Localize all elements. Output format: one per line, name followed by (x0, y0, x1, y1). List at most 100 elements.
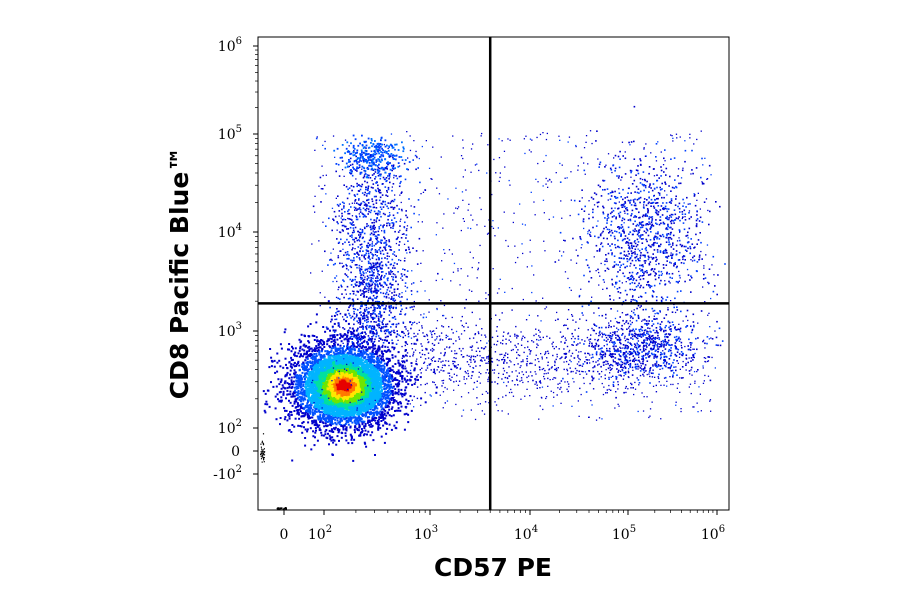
event-dot (321, 343, 324, 346)
event-dot (359, 320, 362, 323)
event-dot (370, 346, 373, 349)
event-dot (351, 421, 354, 424)
event-dot (383, 412, 386, 415)
event-dot (307, 377, 309, 380)
event-dot (358, 424, 361, 427)
event-dot (380, 360, 383, 363)
event-dot (343, 350, 346, 353)
event-dot (349, 347, 352, 350)
event-dot (305, 353, 308, 356)
event-dot (287, 414, 290, 416)
event-dot (305, 410, 307, 413)
event-dot (377, 425, 380, 428)
event-dot (323, 425, 326, 428)
event-dot (303, 368, 306, 371)
event-dot (311, 408, 314, 411)
event-dot (286, 393, 289, 396)
event-dot (321, 414, 324, 417)
event-dot (385, 350, 388, 353)
event-dot (318, 353, 321, 356)
event-dot (328, 429, 331, 432)
event-dot (380, 380, 383, 383)
event-dot (295, 387, 298, 390)
event-dot (389, 359, 391, 362)
event-dot (372, 360, 375, 363)
event-dot (339, 419, 342, 422)
event-dot (301, 355, 304, 358)
event-dot (336, 354, 339, 357)
event-dot (404, 392, 407, 395)
event-dot (309, 364, 312, 367)
event-dot (283, 387, 286, 390)
event-dot (401, 393, 404, 395)
event-dot (321, 421, 324, 424)
event-dot (293, 372, 295, 375)
event-dot (370, 360, 373, 362)
event-dot (387, 412, 389, 415)
event-dot (266, 389, 269, 392)
event-dot (356, 427, 359, 430)
event-dot (349, 426, 352, 429)
event-dot (363, 420, 366, 423)
event-dot (369, 355, 372, 358)
event-dot (410, 362, 413, 365)
event-dot (394, 377, 397, 380)
event-dot (302, 381, 305, 383)
event-dot (294, 354, 296, 357)
event-dot (349, 416, 352, 419)
event-dot (420, 397, 423, 400)
event-dot (299, 392, 302, 395)
event-dot (397, 393, 400, 396)
event-dot (388, 341, 390, 344)
event-dot (331, 354, 334, 357)
event-dot (319, 413, 322, 416)
event-dot (378, 367, 381, 370)
event-dot (318, 360, 321, 363)
event-dot (297, 375, 300, 377)
event-dot (307, 340, 310, 343)
event-dot (386, 375, 388, 377)
event-dot (377, 423, 379, 426)
event-dot (347, 337, 350, 340)
event-dot (325, 436, 328, 439)
event-dot (301, 393, 304, 396)
event-dot (304, 428, 307, 431)
event-dot (407, 400, 410, 402)
event-dot (407, 371, 410, 374)
event-dot (340, 425, 343, 427)
event-dot (295, 398, 298, 401)
event-dot (304, 374, 306, 376)
event-dot (357, 353, 360, 356)
event-dot (375, 357, 378, 360)
event-dot (303, 426, 305, 429)
event-dot (303, 349, 306, 352)
event-dot (309, 427, 312, 430)
event-dot (325, 429, 328, 431)
event-dot (288, 399, 290, 402)
event-dot (384, 345, 387, 348)
event-dot (380, 405, 383, 408)
event-dot (367, 411, 370, 414)
event-dot (373, 385, 376, 388)
event-dot (266, 403, 269, 406)
event-dot (300, 354, 302, 357)
event-dot (356, 429, 359, 431)
event-dot (301, 387, 304, 390)
event-dot (393, 400, 396, 403)
event-dot (304, 372, 307, 375)
event-dot (370, 412, 373, 415)
event-dot (284, 409, 286, 412)
event-dot (355, 419, 358, 422)
event-dot (265, 400, 268, 403)
event-dot (298, 355, 301, 358)
event-dot (381, 407, 384, 410)
event-dot (387, 405, 390, 408)
event-dot (293, 362, 296, 365)
event-dot (402, 367, 405, 370)
event-dot (308, 341, 311, 344)
event-dot (279, 417, 282, 419)
event-dot (344, 434, 347, 437)
event-dot (368, 419, 371, 422)
event-dot (315, 352, 318, 355)
event-dot (347, 419, 350, 422)
